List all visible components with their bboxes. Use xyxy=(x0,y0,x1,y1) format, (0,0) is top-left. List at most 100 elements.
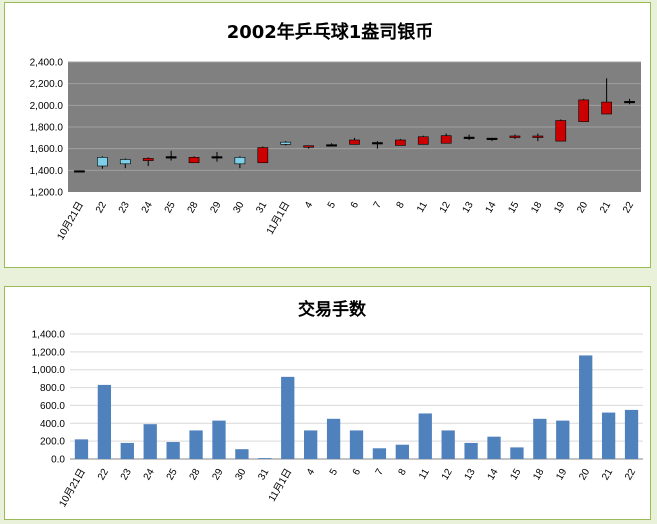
candle xyxy=(234,156,246,169)
candlestick-x-tick-label: 6 xyxy=(349,200,362,211)
candle-body xyxy=(509,135,521,138)
candlestick-series xyxy=(74,78,635,173)
candle xyxy=(211,151,223,162)
volume-bar xyxy=(74,439,89,459)
volume-bar xyxy=(212,420,226,459)
candle xyxy=(601,78,612,115)
volume-x-tick-label: 23 xyxy=(119,467,134,483)
volume-bar xyxy=(487,436,501,459)
candlestick-x-tick-label: 5 xyxy=(326,200,339,211)
volume-x-tick-label: 10月21日 xyxy=(57,467,89,510)
candle-body xyxy=(349,139,360,145)
volume-x-tick-label: 22 xyxy=(96,467,111,483)
candle-body xyxy=(142,158,154,161)
candlestick-y-tick-label: 1,800.0 xyxy=(30,123,64,134)
candlestick-x-tick-label: 11 xyxy=(415,200,430,215)
candle-body xyxy=(303,145,315,148)
candlestick-x-tick-label: 15 xyxy=(506,200,521,216)
volume-x-tick-label: 21 xyxy=(600,467,615,483)
volume-bars xyxy=(74,355,639,459)
candle xyxy=(326,143,337,147)
volume-x-tick-label: 30 xyxy=(233,467,248,483)
candlestick-y-tick-label: 2,000.0 xyxy=(30,101,64,112)
volume-x-tick-label: 15 xyxy=(508,467,523,483)
volume-bar xyxy=(304,430,318,459)
volume-y-tick-label: 1,000.0 xyxy=(32,365,66,376)
candlestick-x-tick-label: 18 xyxy=(529,200,544,216)
candlestick-chart-panel: 2002年乒乓球1盎司银币 1,200.0 1,400.0 1,600.0 1,800… xyxy=(4,2,651,268)
candlestick-gridlines xyxy=(68,61,641,171)
volume-x-tick-label: 19 xyxy=(554,467,569,483)
candle xyxy=(578,98,590,122)
volume-bar xyxy=(510,447,524,459)
candlestick-x-tick-label: 4 xyxy=(303,200,316,211)
candlestick-x-tick-label: 30 xyxy=(231,200,246,216)
volume-bar xyxy=(189,430,203,459)
candlestick-x-tick-label: 20 xyxy=(575,200,590,216)
candle-body xyxy=(165,156,177,159)
candle-body xyxy=(280,141,292,145)
candlestick-x-tick-label: 8 xyxy=(395,200,408,211)
volume-y-tick-label: 0.0 xyxy=(51,455,65,466)
candlestick-x-tick-label: 23 xyxy=(117,200,132,216)
volume-bar xyxy=(624,409,639,459)
volume-x-tick-label: 14 xyxy=(486,467,501,483)
candlestick-y-tick-label: 2,400.0 xyxy=(30,58,64,69)
candle xyxy=(188,156,200,164)
candle xyxy=(303,145,315,149)
volume-chart-title: 交易手数 xyxy=(298,299,367,320)
volume-y-tick-label: 800.0 xyxy=(40,383,65,394)
candlestick-x-tick-label: 22 xyxy=(621,200,636,216)
candlestick-y-tick-label: 2,200.0 xyxy=(30,79,64,90)
candlestick-x-tick-label: 14 xyxy=(484,200,499,216)
volume-y-tick-label: 1,200.0 xyxy=(32,347,66,358)
candlestick-y-tick-label: 1,400.0 xyxy=(30,166,64,177)
volume-x-tick-label: 28 xyxy=(188,467,203,483)
volume-x-tick-label: 18 xyxy=(531,467,546,483)
candle-body xyxy=(326,144,337,147)
volume-y-tick-label: 400.0 xyxy=(40,419,65,430)
candle xyxy=(97,156,108,169)
candle-body xyxy=(532,135,544,138)
volume-x-tick-label: 6 xyxy=(351,467,364,478)
candle xyxy=(624,98,635,105)
volume-bar xyxy=(281,376,295,459)
candle-body xyxy=(394,139,406,146)
volume-x-tick-label: 22 xyxy=(623,467,638,483)
candlestick-x-tick-label: 13 xyxy=(461,200,476,216)
candle xyxy=(394,138,406,146)
volume-bar xyxy=(372,448,387,459)
candlestick-x-tick-label: 28 xyxy=(186,200,201,216)
candle-body xyxy=(555,120,567,142)
candle-body xyxy=(463,136,475,139)
volume-y-tick-label: 600.0 xyxy=(40,401,65,412)
candlestick-x-tick-label: 12 xyxy=(438,200,453,216)
candle xyxy=(532,133,544,142)
candle xyxy=(142,157,154,166)
candlestick-x-tick-label: 29 xyxy=(208,200,223,216)
volume-bar xyxy=(601,412,616,459)
candle-body xyxy=(97,157,108,167)
volume-x-tick-label: 8 xyxy=(397,467,410,478)
volume-x-tick-label: 13 xyxy=(463,467,478,483)
candle xyxy=(372,141,383,149)
candle xyxy=(349,137,360,145)
volume-x-tick-label: 25 xyxy=(165,467,180,483)
candle-body xyxy=(578,99,590,122)
candle-body xyxy=(119,159,131,165)
volume-bar xyxy=(235,449,249,459)
volume-x-tick-label: 4 xyxy=(305,467,318,478)
candlestick-y-axis: 1,200.0 1,400.0 1,600.0 1,800.0 2,000.0 2,200… xyxy=(30,58,64,199)
volume-bar xyxy=(395,444,409,459)
volume-bar xyxy=(258,458,272,459)
candlestick-x-tick-label: 21 xyxy=(598,200,613,216)
candle xyxy=(165,150,177,161)
candlestick-x-tick-label: 31 xyxy=(254,200,269,216)
candle-body xyxy=(188,157,200,164)
candle xyxy=(509,134,521,139)
candle-body xyxy=(257,147,269,164)
candle-body xyxy=(440,135,452,144)
volume-y-tick-label: 1,400.0 xyxy=(32,330,66,341)
volume-bar xyxy=(120,442,134,459)
